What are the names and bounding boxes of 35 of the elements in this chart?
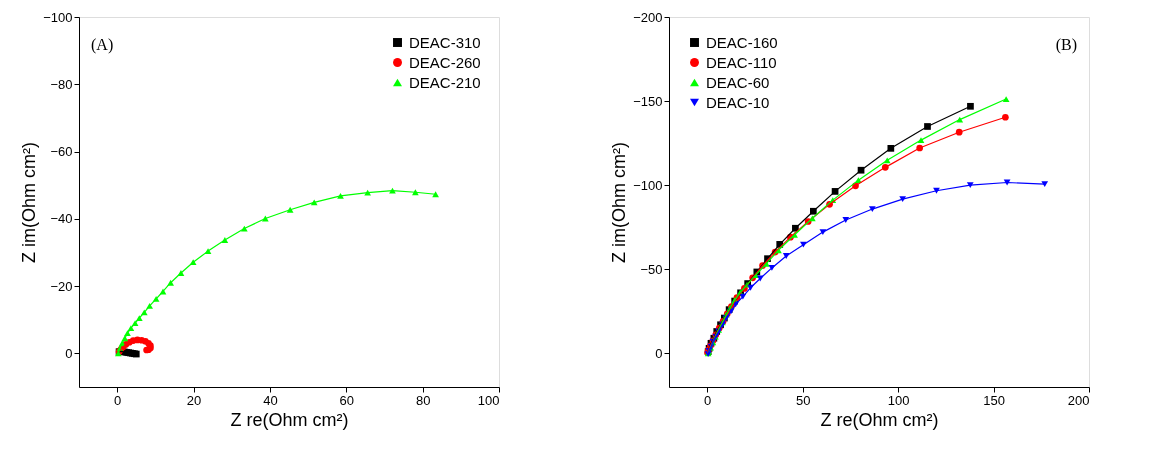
x-tick-label: 100: [477, 392, 500, 408]
y-tick-label: −20: [50, 278, 73, 294]
y-tick-label: −200: [633, 9, 663, 25]
x-tick-label: 20: [186, 392, 202, 408]
y-tick-label: −60: [50, 144, 73, 160]
x-tick-label: 50: [795, 392, 811, 408]
legend-label: DEAC-60: [706, 73, 770, 91]
y-tick-label: −50: [640, 261, 663, 277]
x-tick-label: 40: [263, 392, 278, 408]
x-axis-title: Z re(Ohm cm²): [230, 409, 349, 430]
legend-label: DEAC-10: [706, 93, 770, 111]
annotation: (B): [1055, 36, 1077, 54]
x-tick-label: 80: [415, 392, 431, 408]
x-axis-title: Z re(Ohm cm²): [820, 409, 939, 430]
legend-label: DEAC-260: [409, 53, 481, 71]
y-axis-title: Z im(Ohm cm²): [19, 142, 40, 263]
annotation: (A): [91, 36, 114, 54]
x-tick-label: 0: [114, 392, 122, 408]
y-tick-label: 0: [655, 345, 663, 361]
y-tick-label: −80: [50, 76, 73, 92]
y-tick-label: −100: [43, 9, 73, 25]
legend-label: DEAC-110: [706, 53, 777, 71]
y-tick-label: −150: [633, 93, 663, 109]
y-tick-label: −40: [50, 211, 73, 227]
legend-label: DEAC-160: [706, 33, 778, 51]
y-tick-label: −100: [633, 177, 663, 193]
x-tick-label: 150: [983, 392, 1005, 408]
x-tick-label: 200: [1067, 392, 1090, 408]
x-tick-label: 0: [704, 392, 712, 408]
legend-label: DEAC-310: [409, 33, 481, 51]
x-tick-label: 60: [339, 392, 355, 408]
y-tick-label: 0: [65, 345, 73, 361]
y-axis-title: Z im(Ohm cm²): [609, 142, 630, 263]
legend-label: DEAC-210: [409, 73, 481, 91]
x-tick-label: 100: [887, 392, 910, 408]
